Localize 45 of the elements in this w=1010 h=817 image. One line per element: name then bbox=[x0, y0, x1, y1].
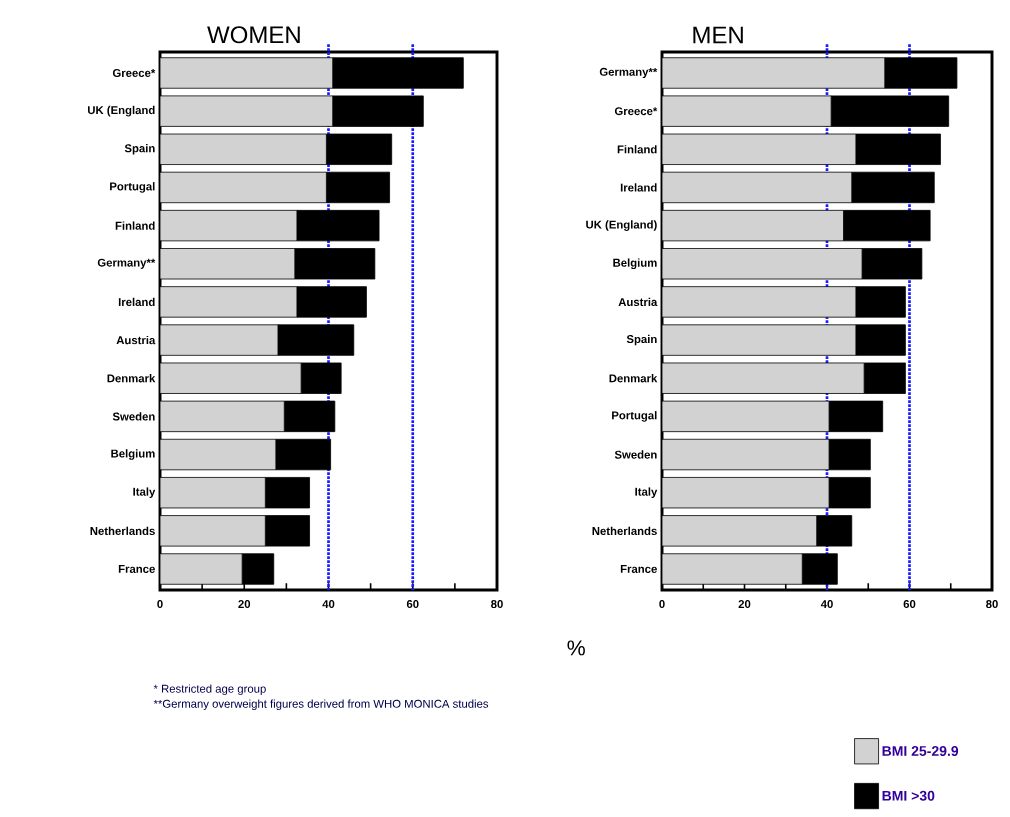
y-tick-label: Spain bbox=[124, 144, 155, 155]
y-tick-label: Portugal bbox=[612, 411, 657, 422]
x-tick-label: 0 bbox=[157, 600, 163, 609]
y-tick-label: Finland bbox=[115, 221, 155, 230]
x-tick-label: 40 bbox=[322, 600, 335, 609]
text: * Restricted age group bbox=[153, 684, 266, 695]
text: **Germany overweight figures derived from WHO MONICA studies bbox=[153, 699, 489, 711]
y-tick-label: Sweden bbox=[614, 450, 657, 459]
x-tick-label: 60 bbox=[406, 600, 419, 609]
chart-title: WOMEN bbox=[207, 26, 300, 44]
y-tick-label: Ireland bbox=[118, 297, 155, 307]
y-tick-label: Denmark bbox=[609, 374, 658, 383]
x-tick-label: 40 bbox=[820, 600, 833, 609]
legend-label: BMI 25-29.9 bbox=[882, 746, 959, 756]
x-tick-label: 80 bbox=[491, 600, 503, 609]
y-tick-label: UK (England) bbox=[586, 220, 657, 231]
y-tick-label: Germany** bbox=[97, 258, 156, 269]
y-tick-label: Sweden bbox=[112, 412, 155, 421]
x-tick-label: 20 bbox=[738, 600, 751, 609]
x-tick-label: 0 bbox=[659, 600, 665, 609]
x-tick-label: 20 bbox=[238, 600, 251, 609]
y-tick-label: Austria bbox=[116, 335, 156, 345]
y-tick-label: Greece* bbox=[614, 107, 658, 116]
y-tick-label: Belgium bbox=[613, 258, 657, 270]
y-tick-label: Denmark bbox=[107, 374, 156, 383]
y-tick-label: Finland bbox=[617, 145, 657, 154]
y-tick-label: France bbox=[118, 565, 155, 573]
y-tick-label: UK (England bbox=[87, 105, 155, 117]
x-tick-label: 80 bbox=[986, 600, 998, 609]
y-tick-label: Netherlands bbox=[90, 526, 155, 536]
y-tick-label: Greece* bbox=[112, 68, 156, 77]
x-axis-title: % bbox=[567, 640, 585, 656]
y-tick-label: Belgium bbox=[111, 449, 155, 460]
y-tick-label: Ireland bbox=[620, 183, 657, 192]
y-tick-label: Italy bbox=[133, 487, 156, 498]
legend-label: BMI >30 bbox=[882, 790, 935, 801]
y-tick-label: Germany** bbox=[599, 67, 658, 79]
x-tick-label: 60 bbox=[903, 600, 916, 609]
y-tick-label: France bbox=[620, 565, 657, 573]
y-tick-label: Spain bbox=[626, 334, 657, 346]
y-tick-label: Italy bbox=[635, 487, 658, 498]
y-tick-label: Netherlands bbox=[592, 526, 657, 536]
y-tick-label: Portugal bbox=[110, 182, 155, 193]
y-tick-label: Austria bbox=[618, 297, 658, 307]
chart-title: MEN bbox=[693, 26, 743, 44]
